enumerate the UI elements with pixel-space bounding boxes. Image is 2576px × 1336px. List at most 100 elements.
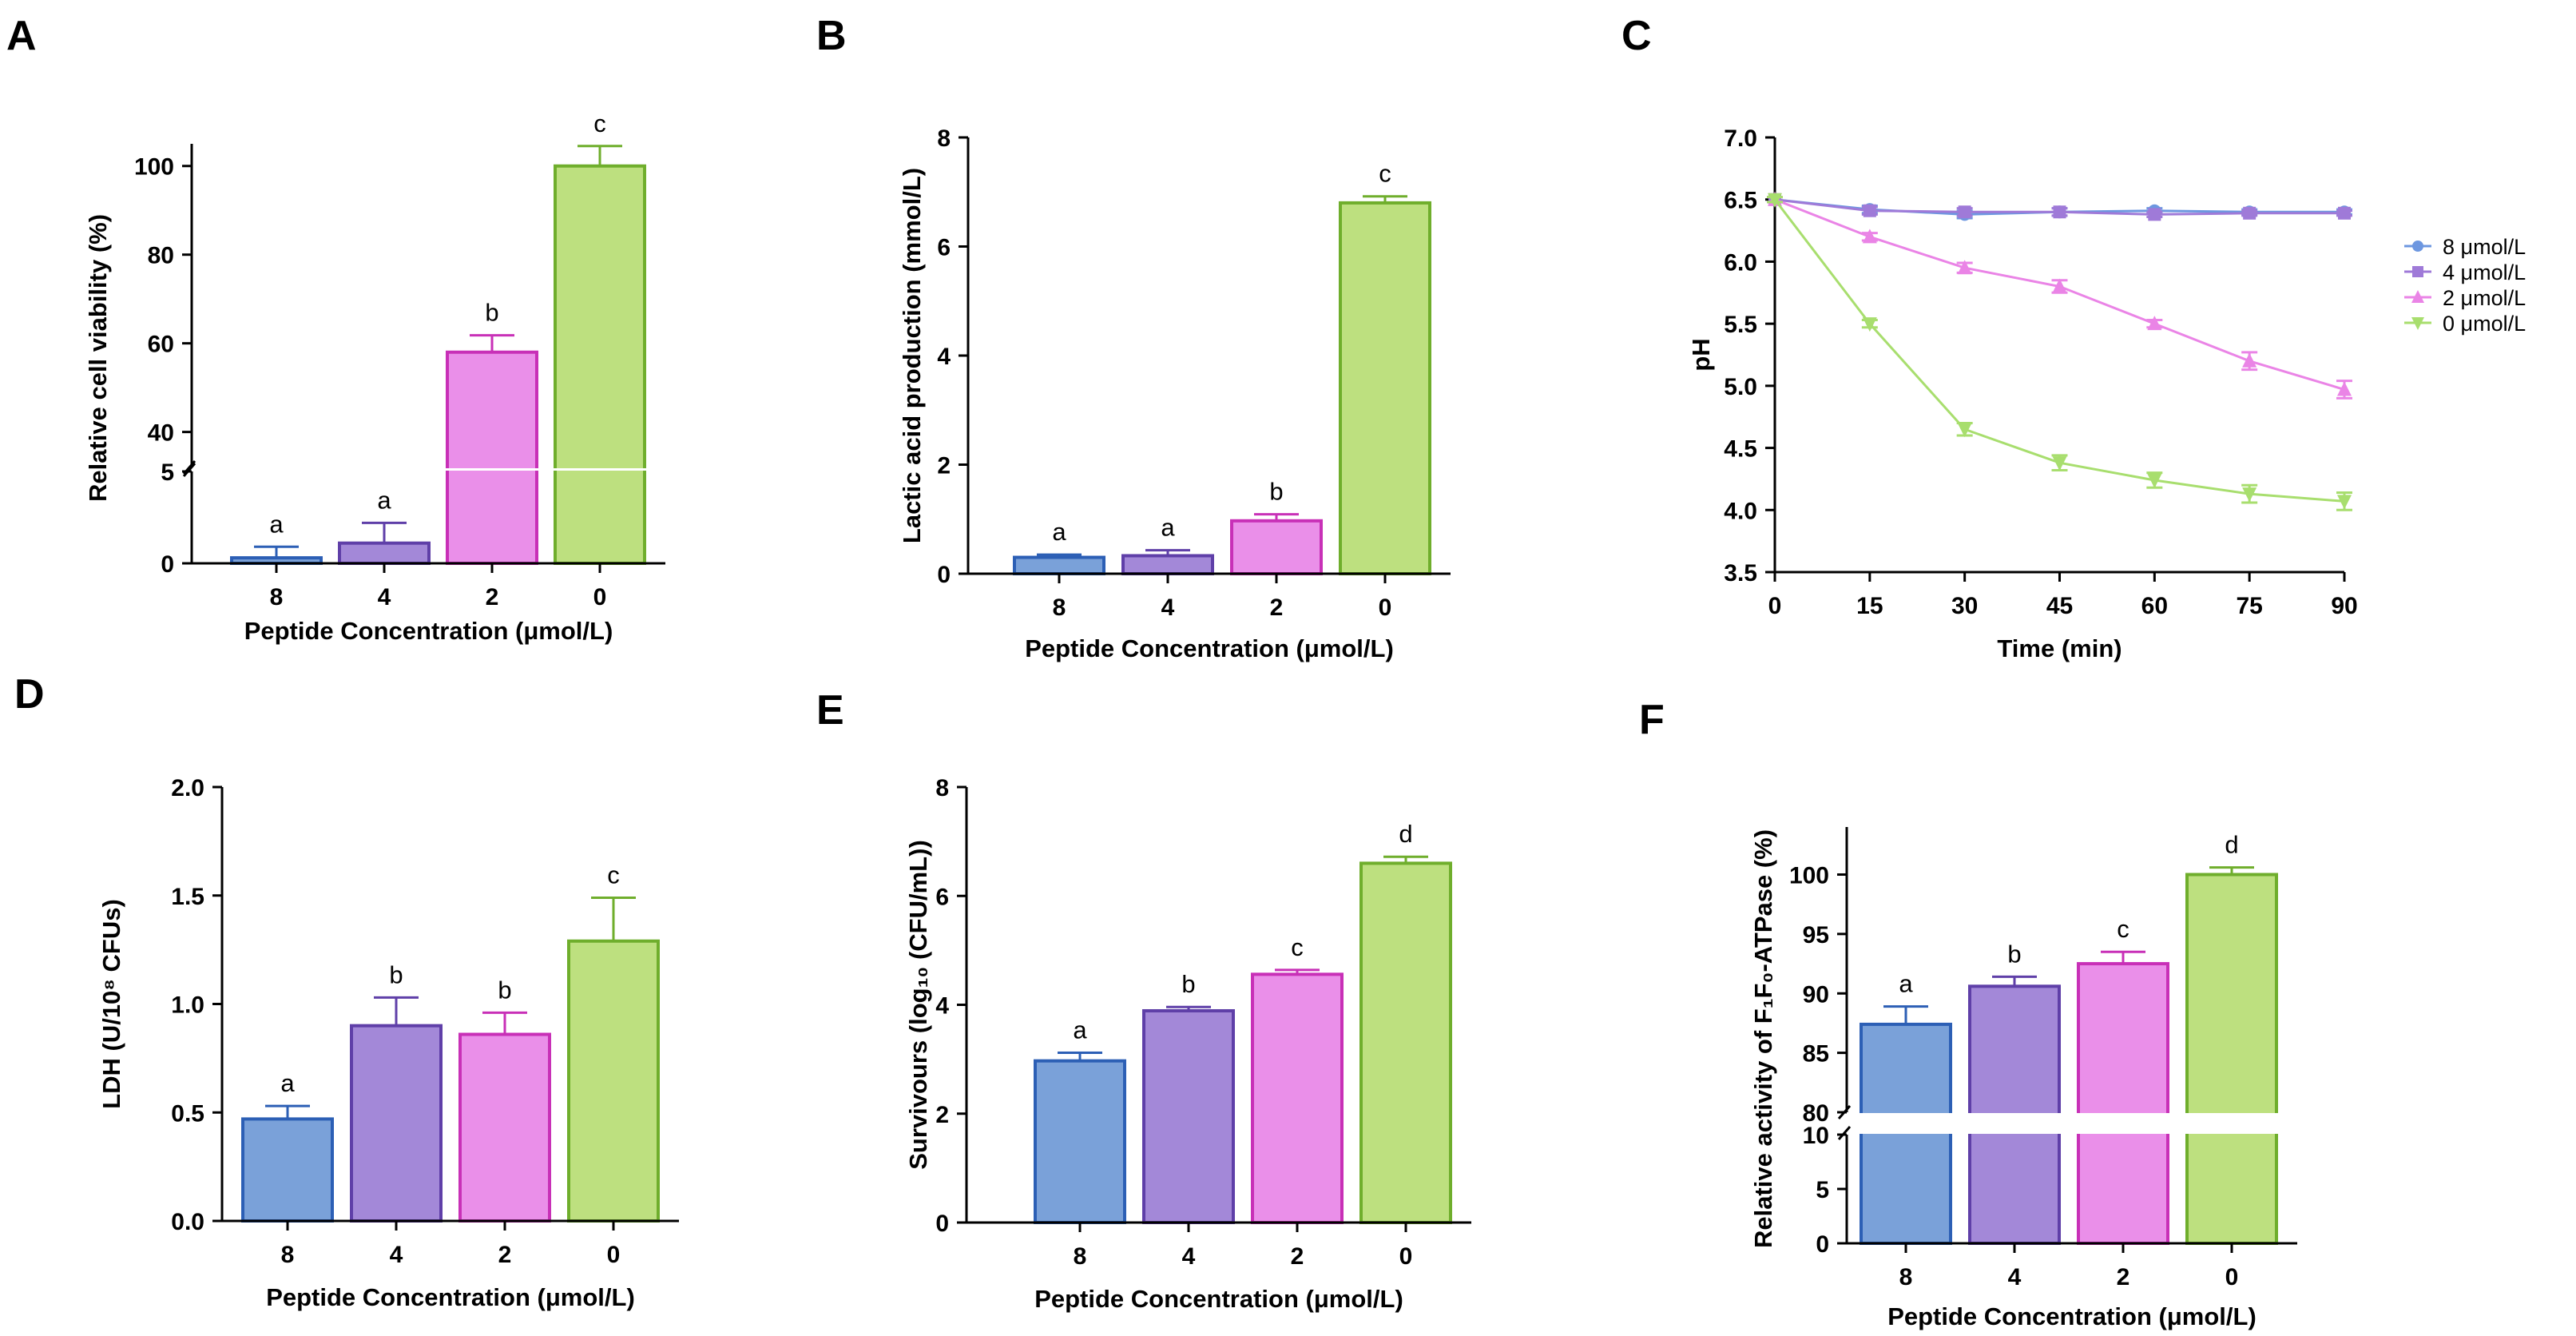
x-tick-label: 0	[1399, 1243, 1413, 1270]
significance-letter: a	[1161, 514, 1175, 542]
bar-8	[1034, 1059, 1126, 1224]
significance-letter: d	[2225, 831, 2238, 859]
y-tick-label: 4.5	[1724, 436, 1757, 463]
x-tick-label: 4	[1161, 594, 1175, 621]
x-axis-title: Peptide Concentration (μmol/L)	[266, 1283, 635, 1311]
significance-letter: b	[389, 960, 403, 988]
x-tick-label: 4	[378, 584, 391, 610]
x-tick-label: 2	[498, 1242, 512, 1268]
x-tick-label: 30	[1951, 593, 1978, 619]
x-tick-label: 60	[2141, 593, 2168, 619]
chart-c: 3.5 4.0 4.5 5.0 5.5 6.0 6.5 7.0 0 15 30 45 60 75 90 Tim…	[1687, 125, 2526, 662]
y-tick-label: 5	[1816, 1177, 1829, 1203]
data-point	[2147, 473, 2162, 488]
y-tick-label: 5.5	[1724, 312, 1757, 338]
axis-break-mark	[182, 463, 196, 477]
y-tick-label: 6.5	[1724, 188, 1757, 214]
y-tick-label: 0	[935, 1211, 949, 1237]
bar-2	[458, 1032, 551, 1223]
data-point	[1957, 423, 1972, 438]
y-tick-label: 7.0	[1724, 125, 1757, 152]
y-tick-label: 3.5	[1724, 560, 1757, 586]
y-tick-label: 2	[935, 1102, 949, 1128]
significance-letter: c	[2117, 915, 2129, 943]
significance-letter: a	[269, 510, 284, 538]
data-point	[2243, 206, 2256, 220]
y-tick-label: 0	[1816, 1231, 1829, 1258]
bar-2	[1251, 972, 1344, 1224]
data-point	[2242, 487, 2257, 503]
significance-letter: a	[1899, 970, 1913, 998]
y-axis-title: Survivours (log₁₀ (CFU/mL))	[904, 840, 932, 1170]
x-axis-title: Peptide Concentration (μmol/L)	[1034, 1285, 1403, 1313]
y-tick-label: 80	[1803, 1100, 1829, 1127]
x-tick-label: 75	[2236, 593, 2262, 619]
data-point	[2411, 317, 2424, 330]
x-tick-label: 15	[1856, 593, 1883, 619]
significance-letter: c	[607, 861, 620, 889]
bar-8	[1013, 555, 1105, 576]
axis-break-mark	[182, 460, 196, 475]
data-point	[1958, 205, 1971, 219]
data-point	[2052, 456, 2067, 471]
axis-break-mark	[1837, 1126, 1852, 1140]
y-tick-label: 4	[937, 344, 951, 370]
x-axis-title: Peptide Concentration (μmol/L)	[244, 617, 613, 645]
data-point	[1862, 229, 1877, 244]
axis-break-gap	[1850, 1113, 2361, 1134]
y-axis-title: Relative activity of F₁F₀-ATPase (%)	[1749, 829, 1777, 1248]
y-axis-title: LDH (U/10⁸ CFUs)	[97, 899, 125, 1109]
bar-4	[1121, 554, 1214, 575]
significance-letter: c	[1379, 160, 1391, 188]
data-point	[2411, 290, 2424, 303]
data-point	[2412, 241, 2423, 252]
panel-label-a: A	[6, 13, 37, 59]
series-line-2	[1774, 198, 2345, 391]
panel-label-c: C	[1621, 13, 1652, 59]
x-tick-label: 0	[593, 584, 607, 610]
x-axis-title: Peptide Concentration (μmol/L)	[1887, 1302, 2256, 1330]
x-tick-label: 8	[1899, 1264, 1913, 1290]
y-axis-title: pH	[1687, 338, 1715, 371]
data-point	[1957, 260, 1972, 275]
significance-letter: c	[593, 109, 606, 137]
bar-0	[2185, 873, 2278, 1245]
x-tick-label: 2	[1291, 1243, 1304, 1270]
y-tick-label: 6	[935, 884, 949, 910]
bar-4	[1142, 1008, 1235, 1225]
data-point	[2337, 495, 2352, 510]
y-tick-label: 6	[937, 235, 951, 261]
x-tick-label: 4	[2008, 1264, 2022, 1290]
y-tick-label: 6.0	[1724, 249, 1757, 276]
bar-4	[350, 1024, 443, 1223]
significance-letter: a	[1052, 518, 1066, 546]
x-tick-label: 8	[270, 584, 284, 610]
significance-letter: d	[1399, 820, 1412, 848]
significance-letter: a	[377, 486, 391, 514]
legend-label: 0 μmol/L	[2443, 312, 2526, 336]
panel-label-b: B	[816, 13, 847, 59]
bar-0	[567, 939, 660, 1223]
y-axis-title: Relative cell viability (%)	[84, 214, 112, 502]
y-tick-label: 10	[1803, 1123, 1829, 1149]
panel-label-d: D	[14, 671, 45, 718]
data-point	[2242, 352, 2257, 368]
y-tick-label: 95	[1803, 922, 1829, 948]
y-tick-label: 0.0	[171, 1209, 204, 1235]
y-tick-label: 5.0	[1724, 374, 1757, 400]
x-tick-label: 2	[2117, 1264, 2130, 1290]
y-tick-label: 90	[1803, 981, 1829, 1008]
x-tick-label: 8	[1074, 1243, 1087, 1270]
y-tick-label: 80	[148, 243, 174, 269]
legend-label: 2 μmol/L	[2443, 286, 2526, 310]
x-tick-label: 0	[607, 1242, 621, 1268]
significance-letter: b	[498, 976, 511, 1004]
x-tick-label: 45	[2046, 593, 2073, 619]
x-tick-label: 8	[1053, 594, 1066, 621]
x-tick-label: 2	[1270, 594, 1284, 621]
panel-label-f: F	[1639, 697, 1665, 743]
y-tick-label: 100	[1789, 863, 1829, 889]
y-tick-label: 2.0	[171, 775, 204, 801]
x-axis-title: Time (min)	[1997, 634, 2122, 662]
